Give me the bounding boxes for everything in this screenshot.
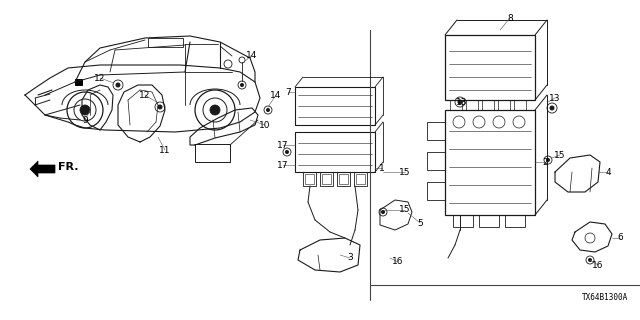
Bar — [479, 215, 499, 227]
Circle shape — [158, 105, 162, 109]
Bar — [453, 215, 473, 227]
Bar — [195, 144, 230, 162]
Text: FR.: FR. — [58, 162, 79, 172]
Circle shape — [80, 105, 90, 115]
Text: 15: 15 — [554, 150, 566, 159]
Text: 12: 12 — [140, 91, 150, 100]
Bar — [295, 87, 375, 125]
Text: 3: 3 — [347, 253, 353, 262]
Text: 14: 14 — [270, 91, 282, 100]
Bar — [498, 100, 510, 110]
Text: 4: 4 — [605, 167, 611, 177]
Text: 8: 8 — [507, 13, 513, 22]
Bar — [148, 38, 183, 47]
Circle shape — [550, 106, 554, 110]
Circle shape — [547, 158, 550, 162]
Polygon shape — [75, 79, 82, 85]
Bar — [445, 35, 535, 100]
Text: 7: 7 — [285, 87, 291, 97]
Circle shape — [266, 108, 269, 111]
Text: 6: 6 — [617, 234, 623, 243]
Bar — [303, 172, 316, 186]
Circle shape — [241, 84, 243, 86]
Circle shape — [458, 100, 462, 104]
Bar — [505, 215, 525, 227]
Text: 12: 12 — [94, 74, 106, 83]
Bar — [466, 100, 478, 110]
Bar — [320, 172, 333, 186]
Text: 2: 2 — [542, 157, 548, 166]
Bar — [450, 100, 462, 110]
Bar — [427, 152, 445, 170]
Text: 5: 5 — [417, 219, 423, 228]
Text: 1: 1 — [379, 164, 385, 172]
Text: 13: 13 — [456, 98, 468, 107]
Text: 15: 15 — [399, 205, 411, 214]
Circle shape — [116, 83, 120, 87]
Circle shape — [285, 150, 289, 154]
Bar — [339, 174, 348, 184]
Text: 17: 17 — [277, 161, 289, 170]
Text: 9: 9 — [82, 116, 88, 124]
Text: 11: 11 — [159, 146, 171, 155]
Text: 13: 13 — [549, 93, 561, 102]
Text: 14: 14 — [246, 51, 258, 60]
Text: TX64B1300A: TX64B1300A — [582, 293, 628, 302]
Bar — [337, 172, 350, 186]
Bar — [295, 132, 375, 172]
Bar — [445, 110, 535, 215]
Bar — [305, 174, 314, 184]
Text: 16: 16 — [592, 260, 604, 269]
Circle shape — [589, 259, 591, 261]
Bar — [356, 174, 365, 184]
Text: 10: 10 — [259, 121, 271, 130]
Bar — [482, 100, 494, 110]
Bar — [322, 174, 331, 184]
Text: 15: 15 — [399, 167, 411, 177]
Polygon shape — [30, 161, 55, 177]
Bar — [427, 182, 445, 200]
Bar — [354, 172, 367, 186]
Circle shape — [210, 105, 220, 115]
Circle shape — [381, 211, 385, 213]
Text: 16: 16 — [392, 258, 404, 267]
Bar — [514, 100, 526, 110]
Text: 17: 17 — [277, 140, 289, 149]
Bar — [427, 122, 445, 140]
